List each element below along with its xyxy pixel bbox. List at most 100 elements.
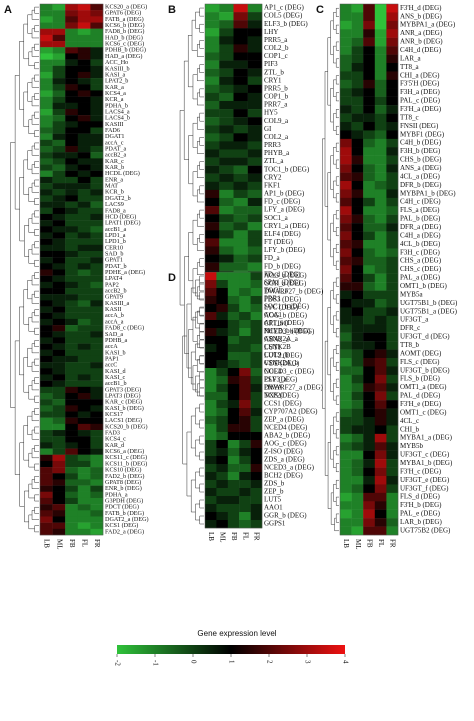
heatmap-cell bbox=[52, 195, 66, 202]
row-label: COL9_b bbox=[264, 351, 289, 359]
heatmap-cell bbox=[250, 344, 263, 353]
row-label: MAT bbox=[105, 184, 118, 190]
heatmap-cell bbox=[340, 240, 352, 249]
heatmap-cell bbox=[90, 442, 104, 449]
heatmap-cell bbox=[233, 92, 248, 102]
row-label: AOMT (DEG) bbox=[400, 349, 442, 357]
row-label: C4H_a (DEG) bbox=[400, 231, 441, 239]
heatmap-cell bbox=[351, 349, 364, 359]
row-label: AOG_b (DEG) bbox=[264, 312, 308, 320]
row-label: ABA2_b (DEG) bbox=[264, 432, 311, 440]
heatmap-cell bbox=[233, 44, 248, 53]
heatmap-cell bbox=[239, 520, 251, 529]
heatmap-cell bbox=[52, 201, 66, 208]
row-label: ELF3_b (DEG) bbox=[264, 20, 308, 28]
heatmap-cell bbox=[65, 139, 78, 147]
heatmap-cell bbox=[77, 473, 91, 480]
row-label: CER10 bbox=[105, 245, 123, 251]
row-label: DFR_c bbox=[400, 324, 420, 332]
heatmap-cell bbox=[386, 299, 399, 308]
row-label: ZDS_b bbox=[264, 480, 285, 488]
heatmap-cell bbox=[65, 343, 78, 350]
heatmap-cell bbox=[40, 47, 53, 54]
heatmap-cell bbox=[205, 109, 220, 118]
heatmap-cell bbox=[65, 189, 78, 196]
heatmap-cell bbox=[219, 125, 234, 134]
column-label: LB bbox=[43, 539, 51, 548]
heatmap-cell bbox=[340, 147, 352, 156]
heatmap-border bbox=[204, 271, 263, 529]
heatmap-cell bbox=[386, 358, 399, 367]
heatmap-cell bbox=[205, 480, 217, 489]
heatmap-cell bbox=[219, 117, 234, 126]
heatmap-cell bbox=[351, 400, 364, 409]
heatmap-cell bbox=[250, 280, 263, 289]
heatmap-cell bbox=[340, 391, 352, 401]
heatmap-cell bbox=[52, 189, 66, 196]
dendrogram-line bbox=[31, 275, 39, 286]
heatmap-cell bbox=[386, 282, 399, 291]
heatmap-cell bbox=[250, 504, 263, 513]
heatmap-cell bbox=[374, 54, 387, 64]
heatmap-cell bbox=[205, 432, 217, 441]
heatmap-cell bbox=[216, 416, 228, 425]
heatmap-cell bbox=[363, 290, 375, 300]
row-label: TT8_a bbox=[400, 63, 420, 71]
heatmap-cell bbox=[40, 133, 53, 141]
heatmap-cell bbox=[205, 214, 220, 223]
heatmap-cell bbox=[77, 213, 91, 221]
heatmap-cell bbox=[205, 312, 217, 321]
heatmap-cell bbox=[363, 122, 375, 131]
row-label: AOG_a (DEG) bbox=[264, 272, 307, 280]
heatmap-cell bbox=[90, 22, 104, 29]
row-label: KCS17 bbox=[105, 412, 123, 418]
heatmap-cell bbox=[219, 222, 234, 231]
heatmap-cell bbox=[340, 54, 352, 64]
row-label: LUT1 bbox=[264, 344, 282, 352]
heatmap-cell bbox=[247, 173, 263, 182]
heatmap-cell bbox=[219, 206, 234, 215]
row-label: FAD8_b (DEG) bbox=[105, 28, 144, 35]
heatmap-cell bbox=[40, 362, 53, 369]
heatmap-cell bbox=[340, 4, 352, 13]
heatmap-cell bbox=[90, 318, 104, 326]
heatmap-cell bbox=[239, 464, 251, 473]
heatmap-cell bbox=[65, 170, 78, 178]
heatmap-cell bbox=[205, 392, 217, 401]
heatmap-cell bbox=[205, 52, 220, 61]
heatmap-cell bbox=[77, 22, 91, 29]
row-label: CRY1_a (DEG) bbox=[264, 222, 310, 230]
heatmap-cell bbox=[52, 115, 66, 122]
row-label: MYBF1 (DEG) bbox=[400, 130, 445, 138]
heatmap-cell bbox=[250, 368, 263, 377]
heatmap-cell bbox=[363, 138, 375, 148]
heatmap-cell bbox=[386, 138, 399, 148]
heatmap-cell bbox=[351, 206, 364, 215]
heatmap-cell bbox=[219, 68, 234, 77]
heatmap-cell bbox=[386, 307, 399, 317]
row-label: KASI_d bbox=[105, 369, 126, 375]
heatmap-cell bbox=[77, 312, 91, 320]
heatmap-cell bbox=[233, 254, 248, 263]
heatmap-cell bbox=[363, 248, 375, 258]
heatmap-cell bbox=[363, 509, 375, 519]
row-label: FATB_b (DEG) bbox=[105, 510, 144, 517]
heatmap-cell bbox=[77, 318, 91, 326]
heatmap-cell bbox=[351, 63, 364, 72]
heatmap-cell bbox=[52, 491, 66, 499]
row-label: KAR_d bbox=[105, 443, 124, 449]
heatmap-cell bbox=[52, 34, 66, 42]
heatmap-cell bbox=[219, 262, 234, 271]
row-label: KASIII bbox=[105, 122, 123, 128]
heatmap-cell bbox=[65, 510, 78, 517]
heatmap-cell bbox=[363, 408, 375, 418]
heatmap-cell bbox=[386, 181, 399, 190]
row-label: LYC (DEG) bbox=[264, 304, 299, 312]
dendrogram-line bbox=[31, 77, 39, 88]
heatmap-cell bbox=[227, 504, 240, 513]
heatmap-cell bbox=[374, 358, 387, 367]
heatmap-cell bbox=[77, 479, 91, 486]
row-label: KCS6_b (DEG) bbox=[105, 22, 145, 29]
heatmap-cell bbox=[77, 522, 91, 530]
heatmap-cell bbox=[40, 115, 53, 122]
